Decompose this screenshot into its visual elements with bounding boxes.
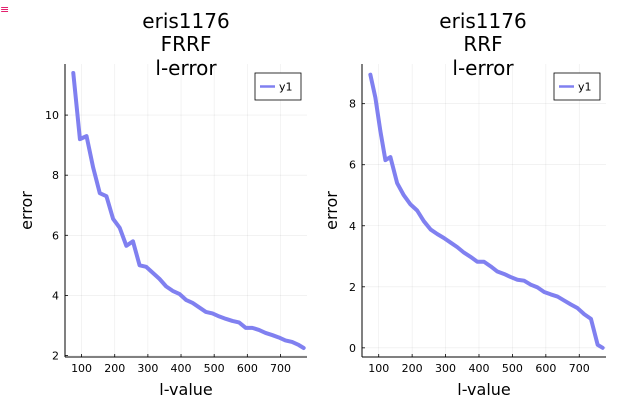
x-tick-label: 400 [468, 362, 489, 375]
x-tick-label: 500 [502, 362, 523, 375]
x-tick-label: 700 [569, 362, 590, 375]
subplot-frrf: 100 200 300 400 500 600 700246810eris1176FRRFl… [17, 9, 307, 399]
x-tick-label: 600 [535, 362, 556, 375]
x-axis-label: l-value [457, 380, 511, 399]
y-tick-label: 4 [52, 289, 59, 302]
legend-label: y1 [578, 81, 592, 94]
x-tick-label: 300 [435, 362, 456, 375]
x-tick-label: 600 [237, 362, 258, 375]
x-tick-label: 400 [171, 362, 192, 375]
y-tick-label: 10 [45, 109, 59, 122]
chart-title-line: eris1176 [439, 9, 526, 33]
x-tick-label: 100 [368, 362, 389, 375]
y-axis-label: error [322, 191, 341, 230]
y-tick-label: 6 [52, 229, 59, 242]
chart-title-line: RRF [463, 32, 502, 56]
x-axis-label: l-value [159, 380, 213, 399]
y-tick-label: 4 [349, 220, 356, 233]
legend: y1 [254, 72, 302, 101]
y-tick-label: 8 [52, 169, 59, 182]
x-tick-label: 300 [137, 362, 158, 375]
x-tick-label: 500 [204, 362, 225, 375]
subplot-rrf: 100 200 300 400 500 600 700 0 2 4 6 8 eris1176RRFl-e… [322, 9, 606, 399]
y-tick-label: 8 [349, 98, 356, 111]
x-tick-label: 100 [71, 362, 92, 375]
series-line-y1 [71, 71, 306, 350]
legend-label: y1 [279, 81, 293, 94]
series-line-y1 [368, 72, 605, 350]
chart-title-line: l-error [452, 56, 514, 80]
y-tick-label: 2 [349, 281, 356, 294]
chart-title-line: l-error [155, 56, 217, 80]
x-tick-label: 200 [402, 362, 423, 375]
chart-title-line: FRRF [161, 32, 212, 56]
legend: y1 [553, 72, 601, 101]
y-tick-label: 0 [349, 342, 356, 355]
y-axis-label: error [17, 191, 36, 230]
x-tick-label: 700 [270, 362, 291, 375]
x-tick-label: 200 [104, 362, 125, 375]
y-tick-label: 6 [349, 159, 356, 172]
corner-mark: ≡ [0, 3, 10, 16]
chart-title-line: eris1176 [142, 9, 229, 33]
y-tick-label: 2 [52, 349, 59, 362]
